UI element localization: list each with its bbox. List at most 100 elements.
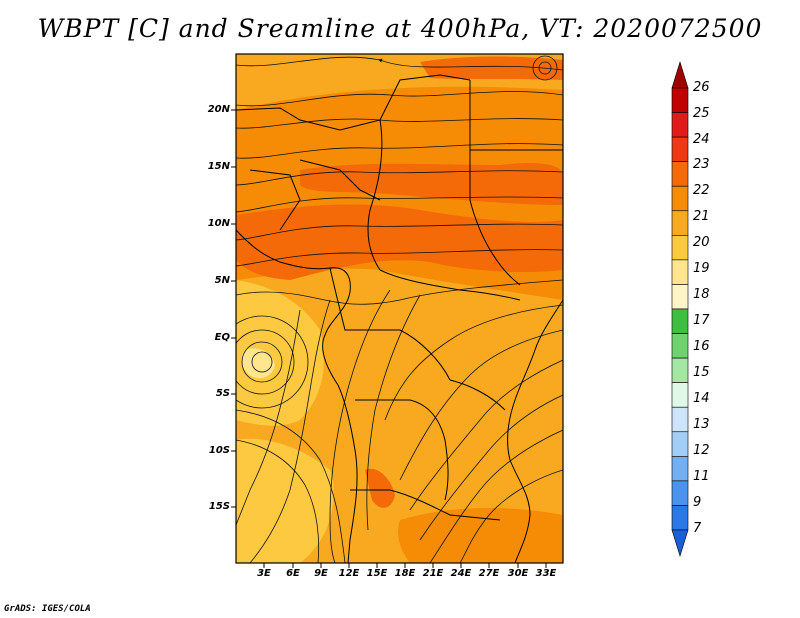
- colorbar-segment: [671, 431, 689, 457]
- streamline-swirl: [236, 315, 309, 409]
- field-patch-20-south: [236, 438, 334, 563]
- field-band-23-north: [300, 163, 563, 205]
- colorbar-segment: [671, 259, 689, 285]
- colorbar-label: 13: [693, 417, 710, 432]
- streamline: [236, 439, 320, 563]
- colorbar-segment: [671, 235, 689, 261]
- colorbar-segment: [671, 210, 689, 236]
- colorbar-label: 22: [693, 183, 710, 198]
- colorbar-segment: [671, 87, 689, 113]
- coastline-west-africa: [236, 229, 358, 563]
- border: [367, 119, 383, 271]
- streamline-swirl: [236, 329, 295, 395]
- lon-label: 30E: [507, 568, 529, 579]
- colorbar-label: 9: [693, 495, 702, 510]
- border: [355, 399, 449, 501]
- lon-label: 15E: [366, 568, 388, 579]
- plot-frame: [235, 53, 564, 564]
- colorbar-segment: [671, 406, 689, 433]
- lat-label: EQ: [214, 332, 230, 343]
- colorbar-label: 17: [693, 313, 710, 328]
- streamline: [419, 394, 563, 541]
- colorbar-segment: [671, 60, 689, 89]
- country-borders: [236, 74, 563, 563]
- streamline: [249, 299, 331, 563]
- streamline: [384, 304, 563, 421]
- border: [249, 169, 301, 231]
- field-band-23: [236, 204, 563, 280]
- colorbar-segment: [671, 529, 689, 558]
- lat-label: 15N: [207, 161, 230, 172]
- colorbar-label: 26: [693, 80, 710, 95]
- border: [379, 269, 521, 301]
- colorbar-label: 11: [693, 469, 710, 484]
- colorbar-segment: [671, 161, 689, 187]
- field-patch-23-top: [420, 56, 563, 80]
- grads-credit: GrADS: IGES/COLA: [4, 604, 91, 614]
- border: [236, 74, 471, 131]
- lon-label: 33E: [535, 568, 557, 579]
- streamline-swirl: [532, 55, 558, 81]
- streamline-swirl: [538, 61, 552, 75]
- colorbar-label: 24: [693, 132, 710, 147]
- colorbar-segment: [671, 112, 689, 138]
- streamline: [236, 223, 563, 241]
- lat-label: 15S: [208, 501, 230, 512]
- streamline: [429, 429, 563, 563]
- colorbar-segment: [671, 480, 689, 506]
- colorbar-segment: [671, 308, 689, 334]
- field-patch-23-south: [365, 468, 395, 508]
- colorbar-label: 14: [693, 391, 710, 406]
- lon-label: 18E: [394, 568, 416, 579]
- colorbar-segment: [671, 185, 689, 212]
- lat-label: 5S: [215, 388, 230, 399]
- colorbar-segment: [671, 382, 689, 408]
- border: [329, 267, 451, 381]
- border: [449, 379, 506, 411]
- streamline: [366, 294, 421, 531]
- colorbar-label: 16: [693, 339, 710, 354]
- streamline: [236, 170, 563, 186]
- streamline: [236, 279, 563, 305]
- colorbar-label: 15: [693, 365, 710, 380]
- lon-label: 24E: [450, 568, 472, 579]
- colorbar-segment: [671, 136, 689, 162]
- streamline: [329, 289, 391, 563]
- coastline-east-africa: [507, 299, 563, 563]
- colorbar-segment: [671, 505, 689, 531]
- axis-ticks: [231, 109, 547, 568]
- colorbar-label: 18: [693, 287, 710, 302]
- lon-label: 6E: [286, 568, 300, 579]
- streamline: [236, 143, 563, 159]
- streamline: [236, 196, 563, 213]
- colorbar-label: 23: [693, 157, 710, 172]
- streamline-swirl: [241, 341, 283, 383]
- colorbar-label: 20: [693, 235, 710, 250]
- colorbar-label: 12: [693, 443, 710, 458]
- colorbar: [671, 60, 689, 558]
- colorbar-segment: [671, 357, 689, 383]
- lon-label: 3E: [257, 568, 271, 579]
- border: [350, 489, 501, 521]
- streamline: [236, 91, 563, 107]
- colorbar-label: 21: [693, 209, 710, 224]
- streamline: [409, 359, 563, 511]
- lon-label: 21E: [422, 568, 444, 579]
- lat-label: 20N: [207, 104, 230, 115]
- lat-label: 10S: [208, 445, 230, 456]
- streamline: [399, 329, 563, 481]
- lon-label: 9E: [314, 568, 328, 579]
- map-title: WBPT [C] and Sreamline at 400hPa, VT: 20…: [37, 14, 763, 43]
- border: [299, 159, 381, 201]
- lat-label: 10N: [207, 218, 230, 229]
- wbpt-field: [236, 54, 563, 563]
- colorbar-segment: [671, 333, 689, 359]
- streamline: [459, 469, 563, 563]
- streamline: [236, 409, 346, 563]
- streamline: [236, 249, 563, 267]
- lon-label: 12E: [338, 568, 360, 579]
- lat-label: 5N: [214, 275, 230, 286]
- colorbar-label: 25: [693, 106, 710, 121]
- colorbar-segment: [671, 284, 689, 310]
